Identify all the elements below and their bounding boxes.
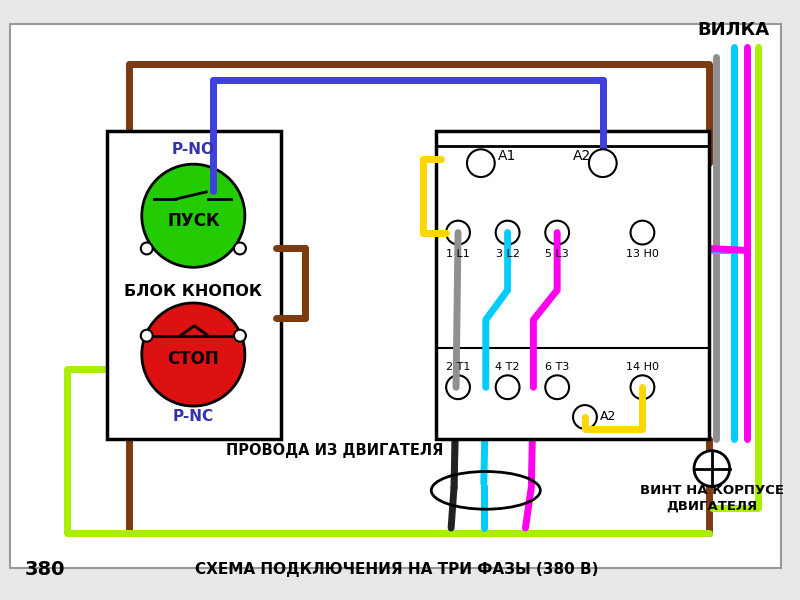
Circle shape — [630, 376, 654, 399]
Text: 5 L3: 5 L3 — [546, 250, 569, 259]
Circle shape — [234, 242, 246, 254]
Text: БЛОК КНОПОК: БЛОК КНОПОК — [124, 284, 262, 299]
Text: ВИЛКА: ВИЛКА — [698, 22, 770, 40]
Text: 13 H0: 13 H0 — [626, 250, 659, 259]
Text: 14 H0: 14 H0 — [626, 362, 659, 373]
Circle shape — [496, 376, 519, 399]
Circle shape — [467, 149, 494, 177]
Text: P-NC: P-NC — [173, 409, 214, 424]
Circle shape — [694, 451, 730, 487]
Text: ПУСК: ПУСК — [167, 212, 220, 230]
Text: A1: A1 — [498, 149, 516, 163]
Text: ВИНТ НА КОРПУСЕ
ДВИГАТЕЛЯ: ВИНТ НА КОРПУСЕ ДВИГАТЕЛЯ — [640, 484, 784, 512]
Circle shape — [546, 376, 569, 399]
Circle shape — [141, 242, 153, 254]
Text: 1 L1: 1 L1 — [446, 250, 470, 259]
Text: СХЕМА ПОДКЛЮЧЕНИЯ НА ТРИ ФАЗЫ (380 В): СХЕМА ПОДКЛЮЧЕНИЯ НА ТРИ ФАЗЫ (380 В) — [195, 562, 598, 577]
Text: 4 T2: 4 T2 — [495, 362, 520, 373]
Text: ПРОВОДА ИЗ ДВИГАТЕЛЯ: ПРОВОДА ИЗ ДВИГАТЕЛЯ — [226, 443, 444, 458]
Bar — [436, 131, 709, 439]
Text: 380: 380 — [25, 560, 66, 579]
Circle shape — [573, 405, 597, 429]
Circle shape — [589, 149, 617, 177]
Circle shape — [630, 221, 654, 244]
Circle shape — [446, 376, 470, 399]
Circle shape — [141, 330, 153, 341]
Bar — [107, 131, 281, 439]
Circle shape — [234, 330, 246, 341]
Circle shape — [446, 221, 470, 244]
Text: A2: A2 — [573, 149, 591, 163]
Circle shape — [142, 303, 245, 406]
Circle shape — [546, 221, 569, 244]
Text: СТОП: СТОП — [167, 350, 219, 368]
Circle shape — [142, 164, 245, 267]
Text: 2 T1: 2 T1 — [446, 362, 470, 373]
Text: A2: A2 — [600, 410, 616, 424]
Text: 3 L2: 3 L2 — [496, 250, 519, 259]
Text: 6 T3: 6 T3 — [545, 362, 570, 373]
Circle shape — [496, 221, 519, 244]
Text: P-NO: P-NO — [172, 142, 215, 157]
